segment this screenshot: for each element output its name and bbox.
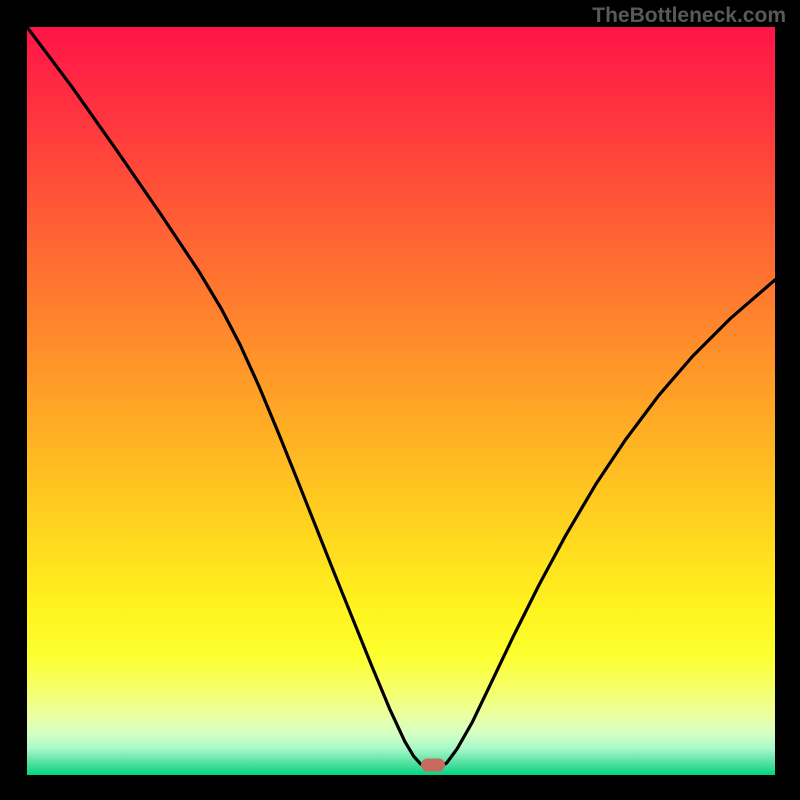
chart-container: TheBottleneck.com: [0, 0, 800, 800]
watermark-text: TheBottleneck.com: [592, 4, 786, 28]
curve-svg: [27, 27, 775, 775]
bottleneck-curve: [27, 27, 775, 766]
plot-area: [27, 27, 775, 775]
min-marker: [421, 758, 445, 771]
